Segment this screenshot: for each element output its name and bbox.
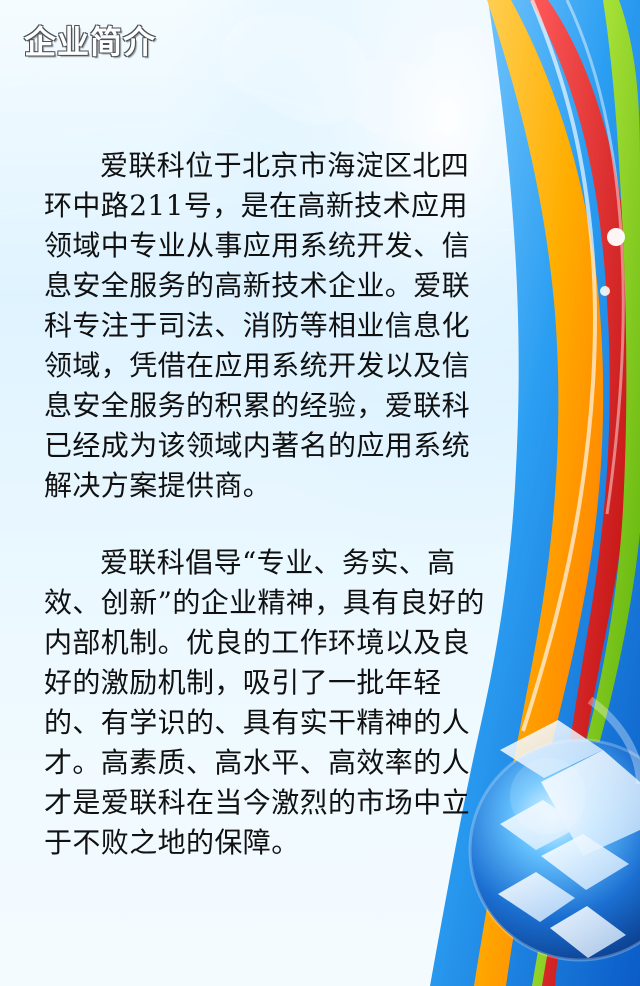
- intro-paragraph-2: 爱联科倡导“专业、务实、高效、创新”的企业精神，具有良好的内部机制。优良的工作环…: [44, 546, 485, 859]
- company-introduction: 爱联科位于北京市海淀区北四环中路211号，是在高新技术应用领域中专业从事应用系统…: [44, 146, 492, 863]
- page-title: 企业简介: [24, 23, 157, 61]
- intro-paragraph-1: 爱联科位于北京市海淀区北四环中路211号，是在高新技术应用领域中专业从事应用系统…: [44, 149, 471, 502]
